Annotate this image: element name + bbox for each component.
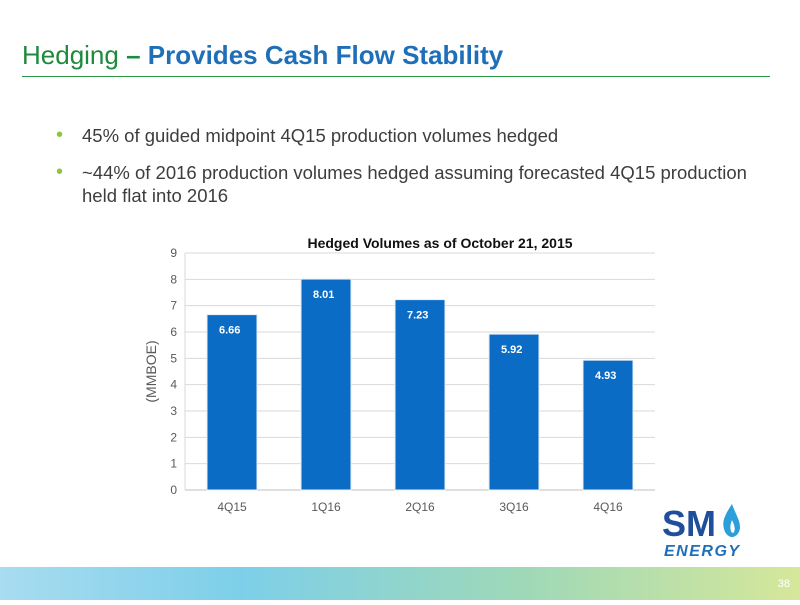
y-tick-label: 5 [170,351,177,365]
bullet-text: 45% of guided midpoint 4Q15 production v… [82,125,559,146]
sm-energy-logo: SM ENERGY [662,498,742,560]
title-separator: – [118,40,148,70]
page-number: 38 [777,578,790,590]
bar-data-label: 5.92 [501,344,522,356]
x-tick-label: 3Q16 [499,500,529,514]
title-divider [22,76,770,77]
x-tick-label: 2Q16 [405,500,435,514]
bar [206,314,258,491]
bullet-item: • ~44% of 2016 production volumes hedged… [56,161,756,207]
x-tick-label: 4Q16 [593,500,623,514]
bar [394,299,446,491]
footer-band [0,567,800,600]
logo-main-text: SM [662,503,716,544]
bullet-icon: • [56,124,64,146]
y-axis-label: (MMBOE) [143,340,159,402]
bar [582,359,634,491]
x-tick-label: 4Q15 [217,500,247,514]
y-tick-label: 9 [170,246,177,260]
y-tick-label: 7 [170,299,177,313]
y-tick-label: 0 [170,483,177,497]
title-bold: Provides Cash Flow Stability [147,40,504,70]
bar-data-label: 7.23 [407,310,428,322]
bullet-icon: • [56,161,64,183]
title-plain: Hedging [22,40,119,70]
bullet-text: ~44% of 2016 production volumes hedged a… [82,162,747,206]
bullet-list: • 45% of guided midpoint 4Q15 production… [56,124,756,221]
x-tick-label: 1Q16 [311,500,341,514]
logo-sub-text: ENERGY [664,543,741,560]
bar-data-label: 4.93 [595,370,616,382]
flame-icon [723,504,740,537]
bullet-item: • 45% of guided midpoint 4Q15 production… [56,124,756,147]
bar-data-label: 6.66 [219,325,240,337]
bar [300,278,352,491]
y-tick-label: 6 [170,325,177,339]
bar [488,333,540,491]
y-tick-label: 8 [170,272,177,286]
y-tick-label: 2 [170,430,177,444]
bar-data-label: 8.01 [313,289,334,301]
y-tick-label: 4 [170,378,177,392]
chart-title: Hedged Volumes as of October 21, 2015 [307,235,572,251]
y-tick-label: 1 [170,457,177,471]
y-tick-label: 3 [170,404,177,418]
slide-title: Hedging – Provides Cash Flow Stability [22,40,503,71]
